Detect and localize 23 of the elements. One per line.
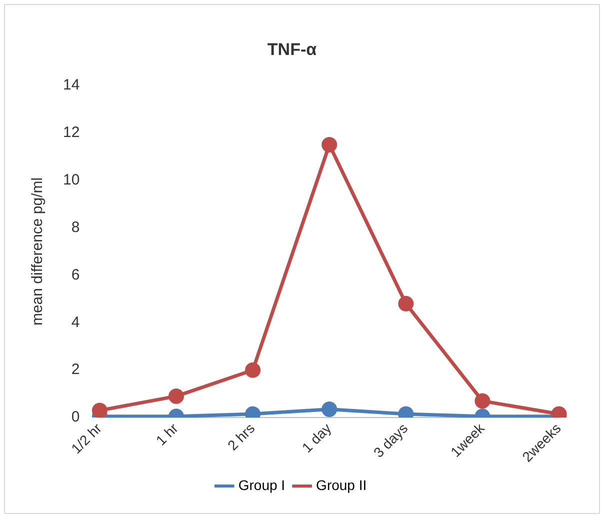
x-tick-label: 1 day bbox=[298, 420, 334, 456]
y-tick-label: 6 bbox=[71, 266, 80, 284]
point bbox=[322, 402, 338, 417]
point bbox=[92, 402, 108, 418]
y-tick-label: 2 bbox=[71, 361, 80, 378]
x-tick-label: 2 hrs bbox=[224, 420, 258, 454]
legend-label: Group II bbox=[316, 476, 367, 493]
y-tick-label: 10 bbox=[62, 171, 80, 188]
x-tick-label: 1 hr bbox=[152, 420, 182, 448]
y-axis-title: mean difference pg/ml bbox=[29, 177, 46, 326]
y-tick-label: 4 bbox=[71, 314, 80, 331]
point bbox=[245, 362, 261, 378]
point bbox=[474, 393, 490, 409]
y-tick-label: 12 bbox=[62, 124, 80, 141]
chart-title: TNF-α bbox=[267, 40, 318, 59]
point bbox=[168, 388, 184, 404]
y-tick-label: 8 bbox=[71, 218, 80, 236]
legend-label: Group I bbox=[238, 476, 286, 493]
y-tick-label: 14 bbox=[62, 76, 80, 94]
y-tick-label: 0 bbox=[71, 408, 80, 426]
point bbox=[551, 406, 567, 418]
point bbox=[398, 296, 414, 312]
point bbox=[322, 136, 338, 152]
